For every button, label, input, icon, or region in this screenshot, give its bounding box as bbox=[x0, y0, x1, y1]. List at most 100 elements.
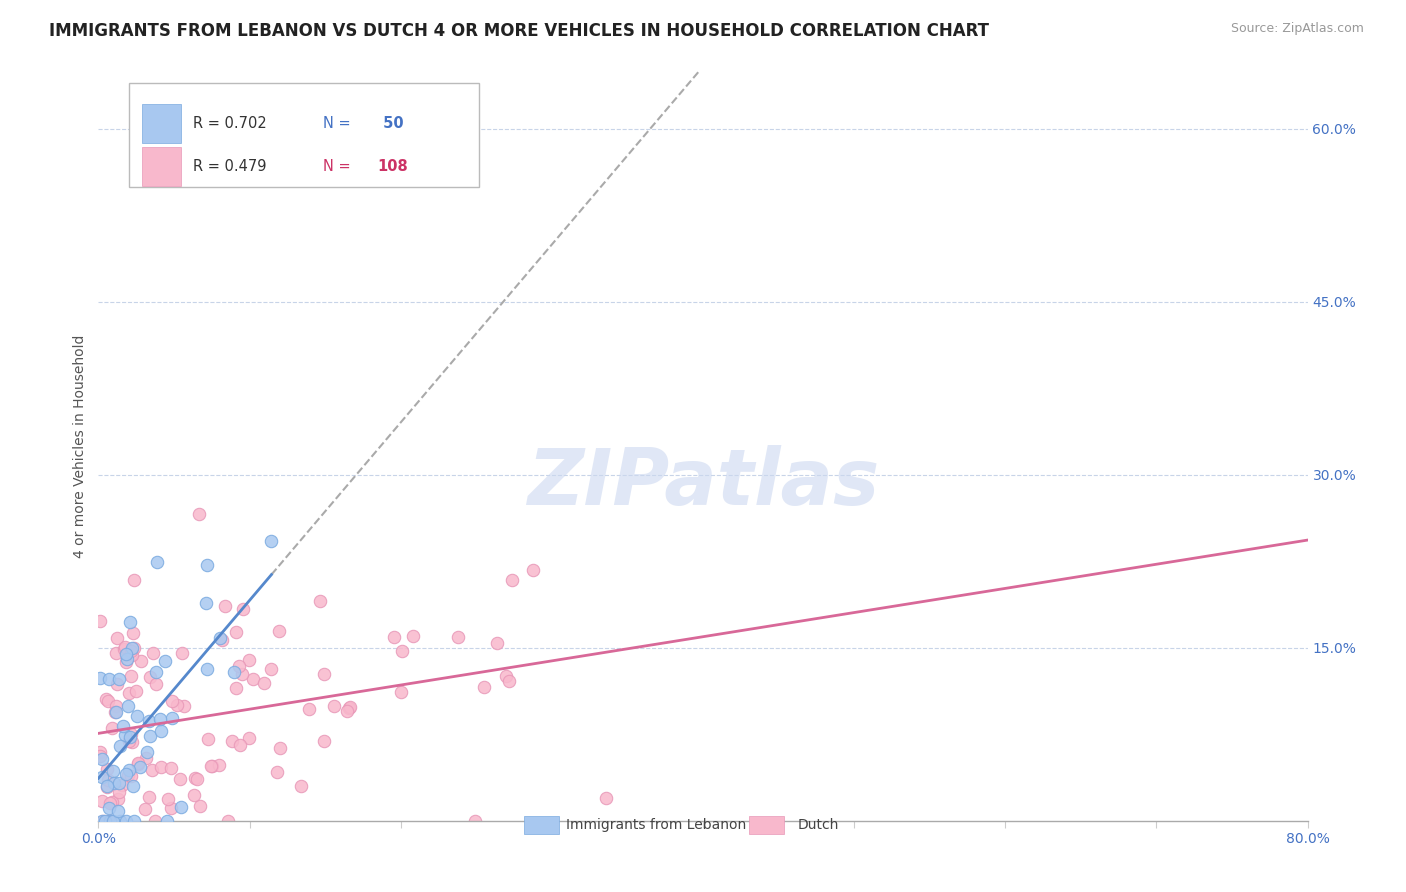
Point bbox=[142, 646, 165, 660]
Point bbox=[162, 711, 184, 725]
Point bbox=[169, 772, 191, 786]
Point bbox=[382, 630, 405, 644]
Point bbox=[201, 759, 224, 773]
Point bbox=[89, 671, 111, 685]
Point bbox=[97, 673, 120, 687]
Point bbox=[91, 794, 114, 808]
Point bbox=[120, 769, 142, 783]
Text: R = 0.479: R = 0.479 bbox=[193, 159, 266, 174]
Point bbox=[197, 731, 219, 746]
Point bbox=[107, 785, 129, 799]
Point bbox=[125, 683, 148, 698]
Point bbox=[101, 795, 124, 809]
Point bbox=[595, 791, 617, 805]
Point bbox=[121, 735, 143, 749]
Point bbox=[114, 766, 136, 780]
Point bbox=[118, 730, 141, 744]
Point bbox=[160, 761, 183, 775]
Point bbox=[120, 644, 142, 658]
Point bbox=[114, 814, 136, 828]
Text: N =: N = bbox=[323, 159, 352, 174]
Point bbox=[150, 723, 173, 738]
Point bbox=[105, 699, 128, 714]
Point bbox=[108, 775, 131, 789]
Point bbox=[447, 630, 470, 644]
Point bbox=[117, 699, 139, 714]
Point bbox=[170, 646, 193, 660]
Point bbox=[200, 759, 222, 773]
Point bbox=[308, 594, 330, 608]
Point bbox=[89, 745, 111, 759]
Point bbox=[228, 658, 250, 673]
Point bbox=[118, 764, 141, 778]
Point bbox=[115, 652, 138, 666]
Text: IMMIGRANTS FROM LEBANON VS DUTCH 4 OR MORE VEHICLES IN HOUSEHOLD CORRELATION CHA: IMMIGRANTS FROM LEBANON VS DUTCH 4 OR MO… bbox=[49, 22, 990, 40]
Point bbox=[98, 814, 121, 828]
Point bbox=[105, 677, 128, 691]
Text: Source: ZipAtlas.com: Source: ZipAtlas.com bbox=[1230, 22, 1364, 36]
Point bbox=[129, 654, 152, 668]
Point bbox=[127, 757, 149, 772]
Point bbox=[336, 704, 359, 718]
Point bbox=[195, 662, 218, 676]
Point bbox=[107, 792, 129, 806]
Point bbox=[94, 691, 117, 706]
Point bbox=[156, 791, 179, 805]
Point bbox=[97, 814, 120, 828]
Point bbox=[322, 698, 344, 713]
Point bbox=[498, 673, 520, 688]
Y-axis label: 4 or more Vehicles in Household: 4 or more Vehicles in Household bbox=[73, 334, 87, 558]
Point bbox=[260, 534, 283, 549]
Point bbox=[474, 680, 496, 694]
Point bbox=[391, 644, 413, 658]
Point bbox=[214, 599, 236, 614]
Point bbox=[269, 740, 291, 755]
Point bbox=[118, 615, 141, 629]
Point bbox=[108, 672, 131, 686]
FancyBboxPatch shape bbox=[142, 147, 180, 186]
Point bbox=[96, 772, 118, 787]
Point bbox=[103, 776, 125, 790]
Point bbox=[170, 800, 193, 814]
Point bbox=[96, 780, 118, 794]
Point bbox=[129, 760, 152, 774]
Point bbox=[217, 814, 239, 828]
Point bbox=[91, 814, 114, 828]
Point bbox=[101, 721, 124, 735]
FancyBboxPatch shape bbox=[129, 83, 479, 187]
Point bbox=[118, 686, 141, 700]
Point bbox=[194, 596, 217, 610]
Point bbox=[183, 788, 205, 802]
Point bbox=[238, 731, 260, 745]
Point bbox=[118, 734, 141, 748]
Point bbox=[187, 508, 209, 522]
Point bbox=[105, 631, 128, 645]
Point bbox=[134, 802, 156, 816]
Point bbox=[298, 702, 321, 716]
Point bbox=[267, 624, 290, 638]
Point bbox=[115, 647, 138, 661]
Text: Dutch: Dutch bbox=[799, 818, 839, 832]
Point bbox=[266, 765, 288, 780]
Point bbox=[122, 779, 145, 793]
Point bbox=[145, 555, 167, 569]
Point bbox=[112, 641, 135, 656]
Point bbox=[156, 814, 179, 828]
Point bbox=[94, 814, 117, 828]
Point bbox=[486, 636, 509, 650]
Text: R = 0.702: R = 0.702 bbox=[193, 116, 267, 131]
Point bbox=[225, 624, 247, 639]
Point bbox=[253, 675, 276, 690]
Text: ZIPatlas: ZIPatlas bbox=[527, 445, 879, 522]
Point bbox=[145, 677, 167, 691]
Point bbox=[228, 738, 250, 752]
Point bbox=[149, 712, 172, 726]
Point bbox=[104, 706, 127, 720]
Point bbox=[188, 799, 211, 814]
Point bbox=[145, 665, 167, 680]
Point bbox=[173, 698, 195, 713]
Point bbox=[138, 789, 160, 804]
Point bbox=[162, 694, 184, 708]
Point bbox=[98, 797, 121, 811]
Point bbox=[122, 640, 145, 655]
